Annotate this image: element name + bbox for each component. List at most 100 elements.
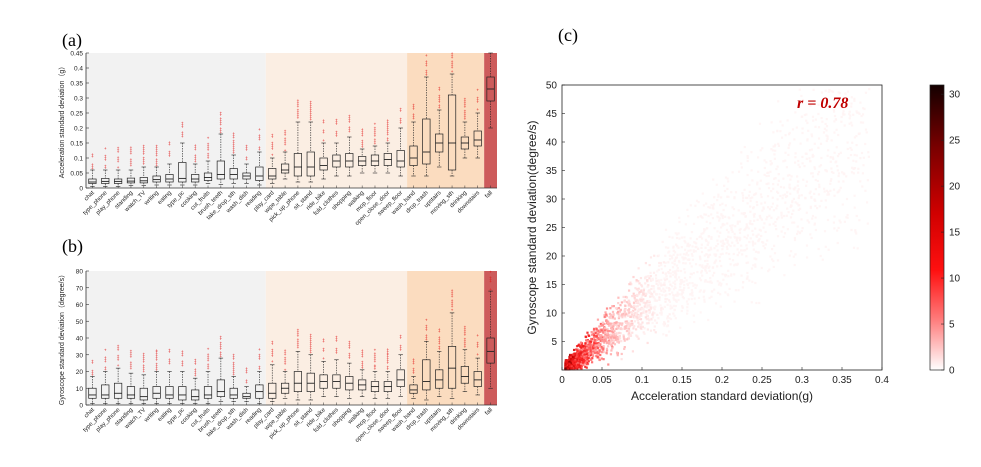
density-cell [584, 335, 587, 338]
density-cell [653, 299, 656, 302]
density-cell [660, 267, 663, 271]
density-cell [579, 367, 582, 370]
density-cell [637, 299, 640, 302]
density-cell [629, 320, 632, 323]
density-cell [696, 270, 699, 274]
outlier-marker: + [476, 95, 479, 100]
density-cell [588, 352, 591, 355]
density-cell [800, 94, 803, 98]
density-cell [791, 201, 794, 204]
density-cell [655, 293, 659, 296]
density-cell [652, 306, 655, 309]
density-cell [601, 321, 604, 324]
density-cell [676, 291, 679, 294]
heatmap-x-label: Acceleration standard deviation(g) [631, 389, 813, 403]
density-cell [643, 332, 646, 335]
outlier-marker: + [258, 135, 261, 140]
density-cell [830, 170, 834, 174]
density-cell [582, 347, 585, 350]
density-cell [592, 329, 596, 332]
density-cell [685, 279, 688, 282]
colorbar-tick-label: 30 [949, 90, 961, 101]
outlier-marker: + [476, 97, 479, 102]
density-cell [583, 349, 586, 352]
outlier-marker: + [361, 133, 364, 138]
density-cell [821, 258, 824, 261]
density-cell [784, 159, 787, 162]
box-body [473, 371, 482, 387]
density-cell [725, 228, 729, 232]
density-cell [684, 223, 687, 226]
density-cell [582, 358, 585, 361]
density-cell [864, 142, 867, 146]
density-cell [745, 226, 748, 229]
density-cell [645, 310, 648, 313]
density-cell [748, 240, 751, 244]
density-cell [706, 259, 709, 262]
density-cell [789, 192, 792, 195]
box-moving_sth: +++++++++ [447, 288, 457, 399]
density-cell [691, 254, 694, 257]
density-cell [673, 280, 677, 283]
density-cell [595, 329, 598, 333]
density-cell [664, 246, 668, 249]
outlier-marker: + [348, 344, 351, 349]
outlier-marker: + [130, 147, 133, 152]
density-cell [581, 346, 585, 349]
density-cell [576, 348, 579, 351]
density-cell [755, 258, 758, 261]
outlier-marker: + [194, 143, 197, 148]
density-cell [779, 185, 783, 189]
density-cell [580, 362, 583, 365]
density-cell [738, 239, 741, 242]
chart-a-ytick-label: 0.2 [74, 126, 83, 133]
density-cell [672, 312, 675, 315]
density-cell [791, 199, 794, 203]
outlier-marker: + [284, 148, 287, 153]
density-cell [613, 317, 616, 320]
density-cell [641, 321, 644, 324]
box-wash_dish: +++++ [242, 366, 251, 402]
outlier-marker: + [220, 342, 223, 347]
density-cell [633, 316, 636, 319]
density-cell [641, 291, 645, 295]
outlier-marker: + [451, 61, 454, 66]
density-cell [672, 296, 675, 300]
density-cell [783, 274, 786, 277]
outlier-marker: + [91, 359, 94, 364]
density-cell [708, 253, 712, 256]
density-cell [796, 232, 799, 236]
outlier-marker: + [258, 366, 261, 371]
density-cell [794, 156, 797, 159]
density-cell [674, 232, 677, 235]
panel-a-label: (a) [62, 30, 82, 51]
density-cell [630, 324, 634, 327]
outlier-marker: + [194, 367, 197, 372]
outlier-marker: + [361, 352, 364, 357]
density-cell [670, 255, 673, 258]
density-cell [700, 250, 704, 254]
outlier-marker: + [194, 145, 197, 150]
density-cell [617, 337, 620, 340]
density-cell [682, 297, 685, 300]
outlier-marker: + [117, 157, 120, 162]
density-cell [648, 311, 651, 314]
density-cell [850, 148, 853, 151]
density-cell [717, 195, 720, 198]
density-cell [597, 329, 600, 333]
outlier-marker: + [245, 380, 248, 385]
outlier-marker: + [168, 359, 171, 364]
density-cell [755, 234, 758, 237]
density-cell [664, 297, 667, 301]
density-cell [601, 340, 604, 343]
density-cell [752, 206, 755, 209]
density-cell [691, 245, 694, 248]
density-cell [677, 259, 681, 263]
outlier-marker: + [271, 340, 274, 345]
box-wash_hand: ++++++ [409, 102, 418, 177]
density-cell [805, 157, 808, 160]
outlier-marker: + [387, 351, 390, 356]
outlier-marker: + [232, 372, 235, 377]
density-cell [838, 189, 841, 192]
density-cell [691, 294, 694, 297]
